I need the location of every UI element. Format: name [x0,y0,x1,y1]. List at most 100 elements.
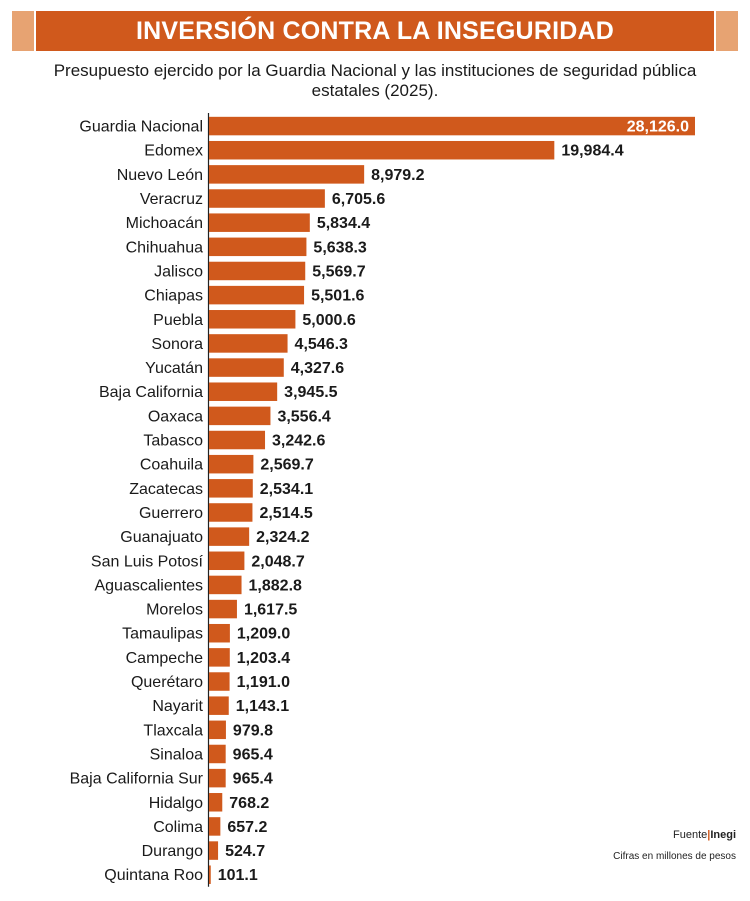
category-label: Tlaxcala [143,722,203,739]
bar [209,817,221,836]
bar [209,865,211,884]
data-label: 2,048.7 [251,553,304,570]
bar [209,793,223,812]
data-label: 2,514.5 [259,505,312,522]
data-label: 1,191.0 [237,674,290,691]
bar [209,213,310,232]
bar [209,382,278,401]
data-label: 1,617.5 [244,602,297,619]
bar [209,720,226,740]
category-label: Chiapas [144,288,203,305]
data-label: 965.4 [233,746,273,763]
data-label: 2,569.7 [260,457,313,474]
source-name: Inegi [710,829,736,841]
chart-title: INVERSIÓN CONTRA LA INSEGURIDAD [36,11,714,51]
bar [209,285,305,305]
units-note: Cifras en millones de pesos [613,851,736,862]
category-label: Chihuahua [126,239,204,256]
bar [209,454,254,474]
category-label: Campeche [126,650,203,667]
bar [209,140,555,160]
data-label: 1,882.8 [249,577,302,594]
category-label: Zacatecas [129,481,203,498]
data-label: 19,984.4 [561,143,623,160]
data-label: 8,979.2 [371,167,424,184]
category-label: Quintana Roo [104,867,203,884]
source-credit: Fuente|Inegi [673,829,736,841]
banner-right-accent [716,11,738,51]
category-label: Querétaro [131,674,203,691]
data-label: 1,143.1 [236,698,289,715]
bar [209,358,284,377]
category-label: Sinaloa [150,746,203,763]
bar [209,261,306,281]
category-label: Guerrero [139,505,203,522]
category-label: Nuevo León [117,167,203,184]
category-label: Morelos [146,602,203,619]
category-label: Baja California Sur [70,771,204,788]
bar [209,696,229,715]
bar [209,189,325,208]
bar [209,310,296,329]
data-label: 6,705.6 [332,191,385,208]
bar [209,237,307,257]
category-label: Coahuila [140,457,203,474]
category-label: Puebla [153,312,203,329]
title-banner: INVERSIÓN CONTRA LA INSEGURIDAD [12,11,738,51]
data-label: 3,945.5 [284,384,337,401]
data-label: 28,126.0 [627,119,689,136]
category-label: Sonora [151,336,203,353]
category-label: Tabasco [143,433,203,450]
data-label: 4,327.6 [291,360,344,377]
bar [209,575,242,595]
bar [209,527,250,546]
bar [209,503,253,522]
bar [209,551,245,571]
data-label: 3,242.6 [272,433,325,450]
data-label: 5,501.6 [311,288,364,305]
data-label: 657.2 [227,819,267,836]
bar [209,334,288,353]
data-label: 5,569.7 [312,263,365,280]
bar [209,116,695,136]
category-label: Nayarit [152,698,203,715]
source-label: Fuente [673,829,708,841]
data-label: 965.4 [233,771,273,788]
bar [209,406,271,426]
category-label: Veracruz [140,191,203,208]
category-label: San Luis Potosí [91,553,204,570]
data-label: 101.1 [218,867,258,884]
category-label: Tamaulipas [122,626,203,643]
bar [209,648,230,667]
category-label: Oaxaca [148,408,203,425]
data-label: 1,209.0 [237,626,290,643]
data-label: 768.2 [229,795,269,812]
category-label: Guardia Nacional [79,119,203,136]
data-label: 5,834.4 [317,215,370,232]
category-label: Edomex [144,143,203,160]
bar [209,599,237,619]
data-label: 524.7 [225,843,265,860]
category-label: Aguascalientes [94,577,203,594]
data-label: 5,000.6 [302,312,355,329]
bar [209,623,230,643]
bar [209,672,230,691]
data-label: 4,546.3 [295,336,348,353]
data-label: 3,556.4 [277,408,330,425]
data-label: 5,638.3 [313,239,366,256]
chart-subtitle: Presupuesto ejercido por la Guardia Naci… [53,61,697,100]
bar [209,768,226,788]
category-label: Durango [142,843,203,860]
bar [209,744,226,764]
data-label: 2,534.1 [260,481,313,498]
bar [209,841,219,860]
bar [209,430,266,450]
bar [209,479,253,498]
data-label: 2,324.2 [256,529,309,546]
category-label: Yucatán [145,360,203,377]
category-label: Jalisco [154,263,203,280]
data-label: 979.8 [233,722,273,739]
bar [209,165,365,184]
banner-left-accent [12,11,34,51]
